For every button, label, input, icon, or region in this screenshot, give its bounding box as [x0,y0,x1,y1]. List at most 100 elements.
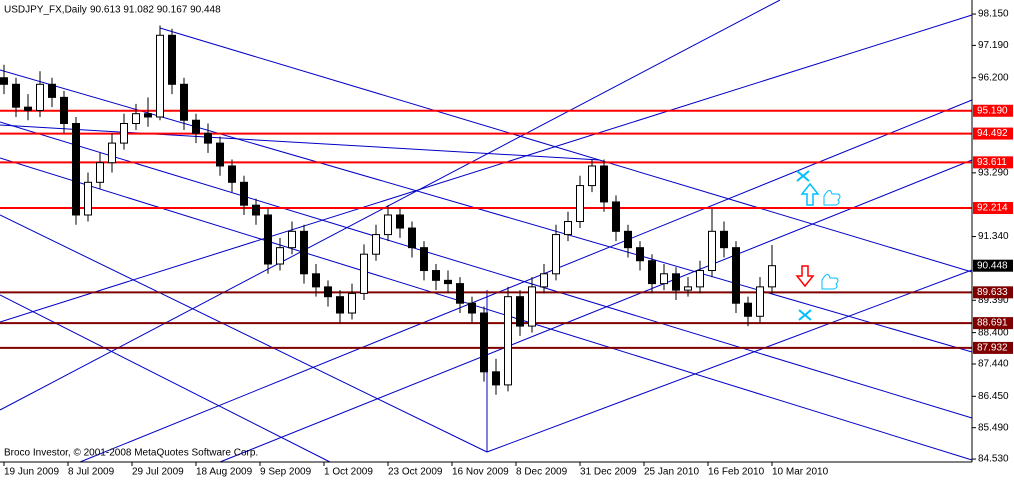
y-tick-label: 85.490 [978,422,1009,433]
trend-line [0,121,973,419]
candle-body [420,247,428,272]
candle-body [564,221,572,236]
trend-line [0,14,973,323]
candle-body [276,247,284,265]
candle-body [300,230,308,275]
x-tick-label: 8 Dec 2009 [516,467,568,478]
x-tick-label: 16 Nov 2009 [452,467,509,478]
candle-body [624,230,632,249]
candle-body [636,247,644,262]
chart-title: USDJPY_FX,Daily [4,5,87,16]
level-label-box [973,341,1013,354]
level-label: 90.448 [977,260,1008,271]
x-tick-label: 1 Oct 2009 [324,467,373,478]
candle-body [696,270,704,288]
candle-body [120,123,128,144]
x-tick-label: 31 Dec 2009 [580,467,637,478]
candle-body [648,260,656,285]
y-tick-label: 87.440 [978,359,1009,370]
candle-body [732,247,740,304]
x-tick-label: 16 Feb 2010 [708,467,765,478]
x-tick-label: 9 Sep 2009 [260,467,312,478]
candle-body [708,230,716,272]
level-label-box [973,201,1013,214]
candle-body [660,273,668,285]
candle-body [504,296,512,386]
level-label: 88.691 [977,318,1008,329]
x-tick-label: 10 Mar 2010 [772,467,829,478]
x-tick-label: 23 Oct 2009 [388,467,443,478]
trend-line [0,0,781,411]
candle-body [360,253,368,294]
candle-body [480,312,488,373]
candle-body [384,214,392,236]
candle-body [672,273,680,291]
x-tick-label: 29 Jul 2009 [132,467,184,478]
y-tick-label: 84.530 [978,454,1009,465]
trend-line [79,99,973,463]
candle-body [24,106,32,111]
level-label-box [973,104,1013,117]
y-tick-label: 88.400 [978,327,1009,338]
candle-body [348,292,356,314]
signals [795,170,841,321]
x-tick-label: 8 Jul 2009 [68,467,115,478]
candle-body [12,83,20,108]
candle-body [600,165,608,203]
level-label: 87.932 [977,343,1008,354]
level-label: 95.190 [977,105,1008,116]
candle-body [312,273,320,288]
y-tick-label: 93.290 [978,167,1009,178]
candle-body [108,142,116,164]
candle-body [528,286,536,327]
trend-line [0,214,488,453]
candle-body [228,165,236,183]
down-arrow-icon [795,265,815,288]
y-tick-label: 96.200 [978,72,1009,83]
candle-body [540,273,548,288]
candle-body [192,119,200,134]
candle-body [48,83,56,98]
candles [0,25,776,395]
candle-body [324,286,332,298]
level-label: 89.633 [977,287,1008,298]
hand-icon [823,190,841,206]
axes: 98.150 97.190 96.200 93.290 91.340 89.390 88.4… [3,9,1013,478]
trend-line [0,124,601,161]
candle-body [96,162,104,183]
candle-body [180,83,188,121]
y-tick-label: 98.150 [978,9,1009,20]
y-tick-label: 91.340 [978,231,1009,242]
candle-body [756,286,764,317]
cross-icon [798,309,812,321]
trend-line [219,159,973,463]
level-label: 94.492 [977,128,1008,139]
candle-body [552,234,560,275]
candle-body [516,296,524,327]
candle-body [144,113,152,118]
candle-body [576,185,584,223]
candle-body [168,34,176,85]
candle-body [216,142,224,167]
candle-body [60,96,68,125]
trend-line [486,269,973,453]
candle-body [264,214,272,265]
level-label: 92.214 [977,203,1008,214]
candle-body [204,132,212,144]
level-label: 93.611 [977,157,1007,168]
candle-body [744,302,752,317]
candle-body [432,270,440,281]
candle-body [240,181,248,206]
level-label-box [973,286,1013,299]
candle-body [84,181,92,216]
candle-body [72,123,80,216]
x-tick-label: 18 Aug 2009 [196,467,253,478]
level-label-box [973,156,1013,169]
trend-line [159,27,973,273]
level-label-box [973,317,1013,330]
candle-body [36,83,44,111]
y-tick-label: 86.450 [978,391,1009,402]
y-tick-label: 97.190 [978,40,1009,51]
up-arrow-icon [800,182,820,206]
